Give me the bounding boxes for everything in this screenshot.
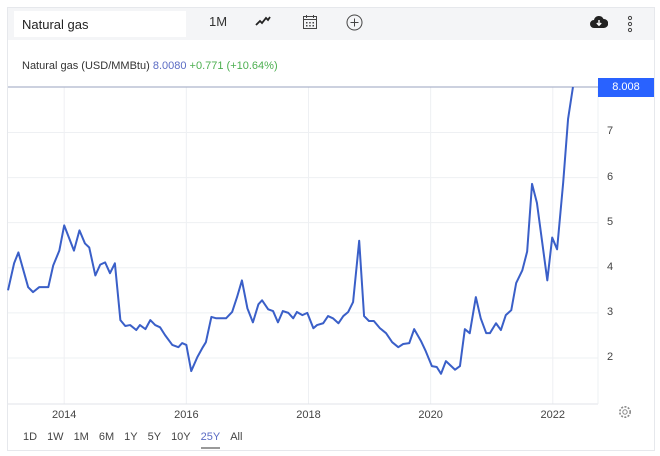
range-button-1d[interactable]: 1D [23,431,38,443]
settings-icon[interactable] [618,405,632,424]
range-button-6m[interactable]: 6M [98,431,115,443]
range-button-5y[interactable]: 5Y [147,431,162,443]
x-tick-label: 2020 [418,409,443,421]
range-button-1w[interactable]: 1W [47,431,64,443]
legend-change: +0.771 (+10.64%) [189,60,278,72]
range-button-1m[interactable]: 1M [73,431,89,443]
y-tick-label: 3 [607,305,614,318]
range-button-all[interactable]: All [230,431,243,443]
x-tick-label: 2014 [51,409,77,421]
add-circle-icon[interactable] [346,14,363,34]
more-vertical-icon[interactable] [627,15,633,36]
line-chart-icon[interactable] [254,12,272,33]
chart-widget [7,7,655,451]
symbol-search-input[interactable] [14,11,186,37]
chart-legend: Natural gas (USD/MMBtu) 8.0080 +0.771 (+… [22,60,278,72]
toolbar: 1M [8,8,654,40]
legend-value: 8.0080 [152,60,187,72]
range-button-1y[interactable]: 1Y [124,431,138,443]
cloud-download-icon[interactable] [590,15,609,32]
interval-button[interactable]: 1M [209,14,228,29]
price-series-line [7,86,574,375]
x-tick-label: 2022 [540,409,566,421]
legend-name: Natural gas (USD/MMBtu) [22,60,150,72]
x-tick-label: 2018 [296,409,321,421]
y-tick-label: 2 [607,350,614,363]
last-price-badge: 8.008 [598,78,654,97]
range-button-25y[interactable]: 25Y [200,431,221,449]
x-tick-label: 2016 [174,409,199,421]
range-button-10y[interactable]: 10Y [171,431,191,443]
y-tick-label: 7 [607,125,614,138]
y-tick-label: 4 [607,260,614,273]
y-tick-label: 5 [607,215,614,228]
y-tick-label: 6 [607,170,614,183]
calendar-icon[interactable] [302,14,318,33]
